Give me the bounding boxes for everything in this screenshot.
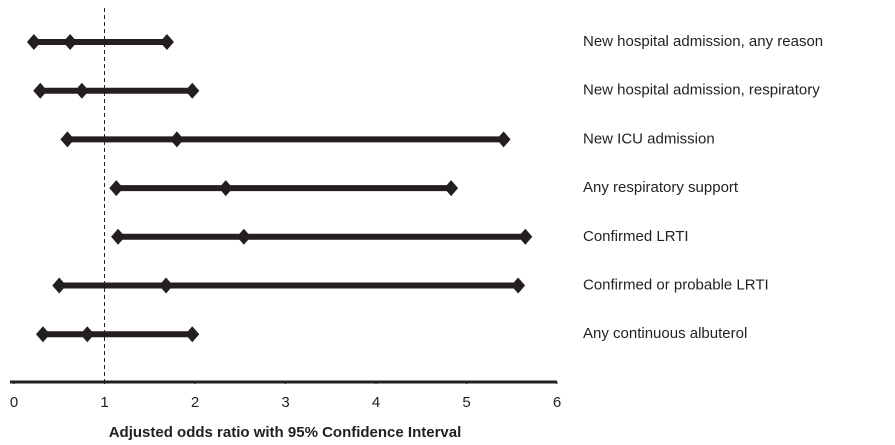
point bbox=[169, 131, 184, 148]
point bbox=[26, 34, 41, 50]
point bbox=[185, 82, 200, 99]
row-label: New hospital admission, respiratory bbox=[583, 82, 820, 99]
point bbox=[35, 326, 50, 343]
x-tick-label: 3 bbox=[281, 394, 289, 411]
point bbox=[60, 131, 75, 148]
point bbox=[80, 326, 95, 343]
point bbox=[33, 82, 48, 99]
point bbox=[218, 180, 233, 197]
x-axis-title: Adjusted odds ratio with 95% Confidence … bbox=[109, 424, 462, 441]
point bbox=[185, 326, 200, 343]
row-label: Confirmed or probable LRTI bbox=[583, 276, 769, 293]
point bbox=[496, 131, 511, 148]
x-tick-label: 5 bbox=[462, 394, 470, 411]
x-tick-label: 6 bbox=[553, 394, 561, 411]
row-label: New ICU admission bbox=[583, 130, 715, 147]
x-tick-label: 2 bbox=[191, 394, 199, 411]
point bbox=[159, 277, 174, 294]
row-label: New hospital admission, any reason bbox=[583, 33, 823, 50]
point bbox=[159, 34, 174, 50]
row-label: Any respiratory support bbox=[583, 179, 739, 196]
point bbox=[111, 228, 126, 245]
row-label: Any continuous albuterol bbox=[583, 325, 747, 342]
point bbox=[518, 228, 533, 245]
x-tick-label: 4 bbox=[372, 394, 380, 411]
point bbox=[52, 277, 67, 294]
point bbox=[444, 180, 459, 197]
point bbox=[511, 277, 526, 294]
row-label: Confirmed LRTI bbox=[583, 228, 689, 245]
x-tick-label: 0 bbox=[10, 394, 18, 411]
x-tick-label: 1 bbox=[100, 394, 108, 411]
point bbox=[109, 180, 124, 197]
point bbox=[74, 82, 89, 99]
point bbox=[236, 228, 251, 245]
point bbox=[63, 34, 78, 50]
